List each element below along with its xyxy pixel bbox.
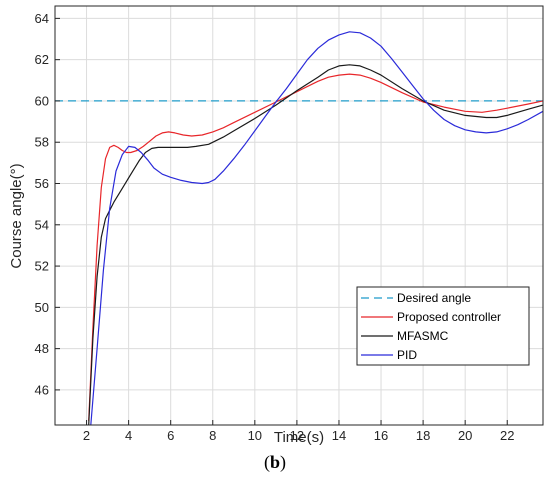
y-tick-label: 56	[35, 176, 49, 191]
y-tick-label: 46	[35, 382, 49, 397]
plot-frame	[54, 5, 544, 426]
x-tick-label: 6	[167, 428, 174, 443]
y-tick-label: 50	[35, 300, 49, 315]
legend-label-pid: PID	[397, 348, 417, 362]
legend: Desired angle Proposed controller MFASMC PI…	[356, 286, 530, 366]
x-axis-label: Time(s)	[274, 429, 324, 446]
panel-label: (b)	[0, 452, 550, 473]
legend-box	[356, 286, 530, 366]
x-tick-label: 22	[500, 428, 514, 443]
series-line-proposed-controller	[88, 73, 544, 421]
x-tick-label: 20	[458, 428, 472, 443]
legend-label-proposed-controller: Proposed controller	[397, 310, 501, 324]
y-tick-label: 62	[35, 52, 49, 67]
x-tick-label: 10	[248, 428, 262, 443]
series-layer	[55, 31, 544, 426]
x-tick-label: 16	[374, 428, 388, 443]
y-tick-label: 54	[35, 217, 49, 232]
series-line-pid	[90, 31, 544, 426]
series-line-mfasmc	[88, 64, 544, 426]
x-tick-label: 4	[125, 428, 132, 443]
x-tick-label: 14	[332, 428, 346, 443]
x-tick-label: 8	[209, 428, 216, 443]
x-tick-label: 2	[83, 428, 90, 443]
panel-label-open: (	[263, 452, 270, 472]
y-tick-label: 58	[35, 135, 49, 150]
y-tick-label: 60	[35, 93, 49, 108]
panel-label-close: )	[280, 452, 286, 472]
y-axis-label: Course angle(°)	[8, 163, 25, 268]
x-tick-label: 12	[290, 428, 304, 443]
y-tick-label: 64	[35, 11, 49, 26]
y-tick-label: 52	[35, 259, 49, 274]
x-tick-label: 18	[416, 428, 430, 443]
panel-label-letter: b	[269, 452, 280, 472]
legend-label-mfasmc: MFASMC	[397, 329, 449, 343]
legend-label-desired-angle: Desired angle	[397, 291, 471, 305]
y-tick-label: 48	[35, 341, 49, 356]
